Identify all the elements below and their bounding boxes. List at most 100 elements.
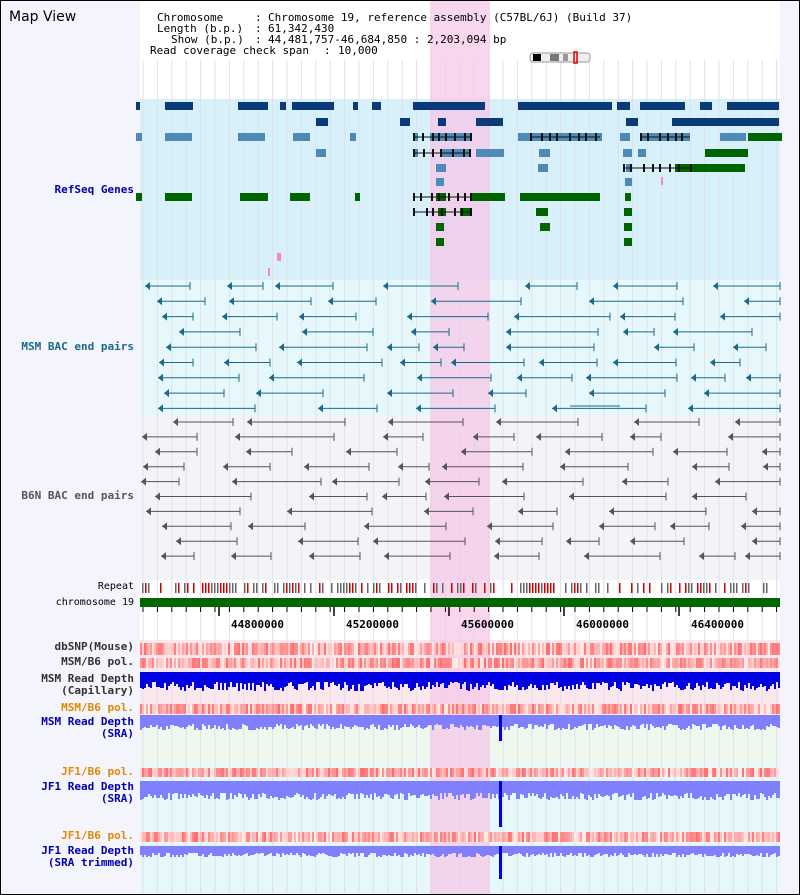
jf1-trimmed-depth-bar xyxy=(502,846,504,853)
jf1-sra-depth-bar xyxy=(682,781,684,798)
jf1-trimmed-depth-bar xyxy=(264,846,266,856)
b6n-bac-end-marker xyxy=(384,552,389,561)
b6n-bac-end-marker xyxy=(332,477,337,486)
jf1-pol-cell xyxy=(220,768,222,777)
jf1-sra-depth-bar xyxy=(248,781,250,800)
jf1-trimmed-depth-bar xyxy=(208,846,210,855)
jf1-pol-2-cell xyxy=(744,832,746,842)
msm-capillary-depth-bar xyxy=(366,672,368,685)
msm-capillary-depth-bar xyxy=(576,672,578,684)
msm-pol-2-cell xyxy=(356,704,358,714)
msm-sra-depth-bar xyxy=(480,715,482,730)
msm-bac-end-marker xyxy=(451,358,456,367)
jf1-pol-cell xyxy=(504,768,506,777)
jf1-sra-depth-bar xyxy=(278,781,280,800)
dbsnp-cell xyxy=(406,643,408,655)
msm-sra-depth-bar xyxy=(704,715,706,724)
jf1-pol-cell xyxy=(212,768,214,777)
jf1-pol-2-cell xyxy=(730,832,732,842)
msm-pol-2-cell xyxy=(528,704,530,714)
msm-sra-depth-bar xyxy=(612,715,614,729)
msm-pol-cell xyxy=(728,658,730,668)
jf1-pol-cell xyxy=(778,768,780,777)
jf1-pol-cell xyxy=(252,768,254,777)
dbsnp-cell xyxy=(170,643,172,655)
jf1-pol-cell xyxy=(542,768,544,777)
msm-pol-cell xyxy=(630,658,632,668)
track-label-b6n-bac[interactable]: B6N BAC end pairs xyxy=(21,489,134,502)
msm-pol-2-cell xyxy=(504,704,506,714)
jf1-pol-cell xyxy=(502,768,504,777)
b6n-bac-end-marker xyxy=(569,492,574,501)
jf1-sra-depth-bar xyxy=(350,781,352,794)
b6n-bac-end-marker xyxy=(442,462,447,471)
msm-capillary-depth-bar xyxy=(712,672,714,689)
dbsnp-cell xyxy=(756,643,758,655)
jf1-sra-depth-bar xyxy=(726,781,728,794)
gene-exon xyxy=(438,193,440,201)
dbsnp-cell xyxy=(410,643,412,655)
dbsnp-cell xyxy=(682,643,684,655)
msm-sra-depth-bar xyxy=(180,715,182,728)
jf1-sra-depth-bar xyxy=(456,781,458,795)
repeat-element xyxy=(277,583,279,593)
msm-capillary-depth-bar xyxy=(484,672,486,688)
dbsnp-cell xyxy=(384,643,386,655)
jf1-trimmed-depth-bar xyxy=(526,846,528,853)
repeat-element xyxy=(703,583,705,593)
msm-pol-cell xyxy=(606,658,608,668)
msm-capillary-depth-bar xyxy=(188,672,190,688)
msm-capillary-depth-bar xyxy=(680,672,682,690)
dbsnp-cell xyxy=(218,643,220,655)
msm-capillary-depth-bar xyxy=(328,672,330,687)
track-label-refseq-genes[interactable]: RefSeq Genes xyxy=(54,183,134,196)
msm-sra-depth-bar xyxy=(346,715,348,727)
msm-capillary-depth-bar xyxy=(414,672,416,688)
jf1-sra-depth-bar xyxy=(266,781,268,798)
msm-sra-depth-bar xyxy=(392,715,394,725)
jf1-pol-2-cell xyxy=(602,832,604,842)
dbsnp-cell xyxy=(298,643,300,655)
jf1-trimmed-depth-bar xyxy=(348,846,350,853)
jf1-pol-2-cell xyxy=(488,832,490,842)
msm-pol-cell xyxy=(140,658,142,668)
jf1-trimmed-depth-bar xyxy=(442,846,444,854)
jf1-pol-cell xyxy=(272,768,274,777)
jf1-pol-cell xyxy=(582,768,584,777)
jf1-sra-depth-bar xyxy=(292,781,294,797)
jf1-sra-depth-bar xyxy=(454,781,456,799)
jf1-trimmed-depth-bar xyxy=(508,846,510,856)
jf1-pol-cell xyxy=(438,768,440,777)
dbsnp-cell xyxy=(216,643,218,655)
jf1-pol-cell xyxy=(370,768,372,777)
jf1-pol-cell xyxy=(588,768,590,777)
msm-capillary-depth-bar xyxy=(326,672,328,682)
jf1-pol-cell xyxy=(314,768,316,777)
msm-pol-2-cell xyxy=(332,704,334,714)
ideogram-band xyxy=(533,54,541,61)
track-label-msm-bac[interactable]: MSM BAC end pairs xyxy=(21,340,134,353)
msm-sra-depth-bar xyxy=(748,715,750,729)
msm-pol-2-cell xyxy=(722,704,724,714)
msm-pol-2-cell xyxy=(684,704,686,714)
msm-sra-depth-bar xyxy=(692,715,694,724)
msm-pol-cell xyxy=(684,658,686,668)
jf1-trimmed-depth-bar xyxy=(708,846,710,856)
gene-exon xyxy=(422,133,424,141)
jf1-pol-2-cell xyxy=(236,832,238,842)
msm-pol-cell xyxy=(778,658,780,668)
msm-bac-end-marker xyxy=(411,327,416,336)
jf1-trimmed-depth-bar xyxy=(426,846,428,854)
msm-capillary-depth-bar xyxy=(204,672,206,685)
jf1-pol-cell xyxy=(768,768,770,777)
jf1-sra-depth-bar xyxy=(452,781,454,796)
jf1-trimmed-depth-bar xyxy=(520,846,522,854)
jf1-sra-depth-bar xyxy=(670,781,672,796)
track-label-msm-depth-capillary-sub: (Capillary) xyxy=(61,684,134,697)
jf1-sra-depth-bar xyxy=(258,781,260,794)
jf1-sra-depth-bar xyxy=(484,781,486,798)
jf1-pol-cell xyxy=(408,768,410,777)
b6n-bac-end-marker xyxy=(425,477,430,486)
dbsnp-cell xyxy=(192,643,194,655)
jf1-pol-cell xyxy=(330,768,332,777)
